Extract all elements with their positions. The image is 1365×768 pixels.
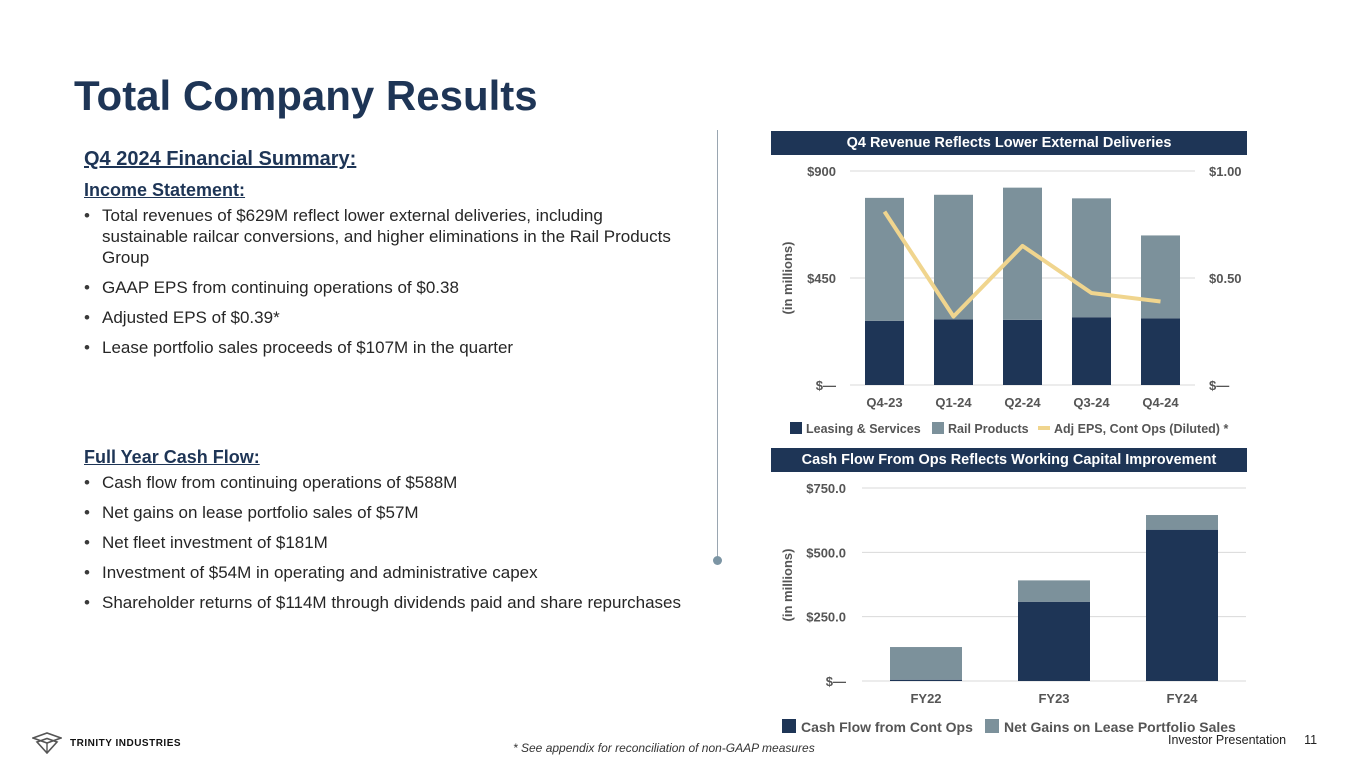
legend-swatch-leasing [790,422,802,434]
income-bullet: Total revenues of $629M reflect lower ex… [84,205,684,268]
footer-right: Investor Presentation 11 [1168,733,1317,747]
bar-leasing-services [1072,317,1111,385]
legend-swatch-net-gains [985,719,999,733]
vertical-divider [717,130,718,560]
cash-flow-chart-title: Cash Flow From Ops Reflects Working Capi… [771,448,1247,472]
x-tick-label: Q4-23 [866,395,902,410]
x-tick-label: Q1-24 [935,395,972,410]
y-tick-label: $900 [807,164,836,179]
income-statement-heading: Income Statement: [84,180,246,200]
bar-rail-products [1141,235,1180,319]
cash-flow-bullet-list: Cash flow from continuing operations of … [84,472,684,613]
x-tick-label: FY22 [910,691,941,706]
x-tick-label: Q2-24 [1004,395,1041,410]
y-tick-label: $450 [807,271,836,286]
divider-dot [713,556,722,565]
presentation-label: Investor Presentation [1168,733,1287,747]
y2-tick-label: $— [1209,378,1229,393]
bar-net-gains [1018,580,1090,602]
bar-leasing-services [934,319,973,385]
legend-label-eps: Adj EPS, Cont Ops (Diluted) * [1054,422,1228,436]
legend-swatch-cash-flow [782,719,796,733]
legend-label-leasing: Leasing & Services [806,422,921,436]
bar-leasing-services [1003,319,1042,385]
y-tick-label: $— [826,674,846,689]
legend-label-net-gains: Net Gains on Lease Portfolio Sales [1004,719,1236,735]
y-tick-label: $— [816,378,836,393]
bar-rail-products [1072,198,1111,318]
summary-heading: Q4 2024 Financial Summary: [84,148,357,170]
footnote: * See appendix for reconciliation of non… [513,741,815,755]
page-number: 11 [1304,733,1318,747]
income-bullet: Lease portfolio sales proceeds of $107M … [84,337,684,358]
cash-flow-summary: Full Year Cash Flow: Cash flow from cont… [84,447,684,622]
y2-tick-label: $1.00 [1209,164,1242,179]
income-bullet: GAAP EPS from continuing operations of $… [84,277,684,298]
trinity-logo-icon [32,732,62,754]
bar-net-gains [1146,515,1218,530]
cash-flow-bullet: Cash flow from continuing operations of … [84,472,684,493]
y-tick-label: $500.0 [806,545,846,560]
y-axis-label: (in millions) [780,242,795,315]
bar-leasing-services [1141,318,1180,385]
revenue-chart-title: Q4 Revenue Reflects Lower External Deliv… [771,131,1247,155]
bar-cash-flow-ops [1018,601,1090,681]
bar-leasing-services [865,320,904,385]
cash-flow-heading: Full Year Cash Flow: [84,447,260,467]
x-tick-label: FY24 [1166,691,1198,706]
income-summary: Q4 2024 Financial Summary: Income Statem… [84,148,684,367]
cash-flow-bullet: Investment of $54M in operating and admi… [84,562,684,583]
x-tick-label: FY23 [1038,691,1069,706]
bar-cash-flow-ops [1146,529,1218,681]
eps-line [882,210,1161,319]
x-tick-label: Q4-24 [1142,395,1179,410]
page-title: Total Company Results [74,72,538,119]
x-tick-label: Q3-24 [1073,395,1110,410]
bar-cash-flow-ops [890,679,962,681]
legend-swatch-rail [932,422,944,434]
y-tick-label: $750.0 [806,481,846,496]
income-bullet-list: Total revenues of $629M reflect lower ex… [84,205,684,358]
cash-flow-bullet: Net fleet investment of $181M [84,532,684,553]
bar-net-gains [890,647,962,680]
cash-flow-bullet: Shareholder returns of $114M through div… [84,592,684,613]
y-axis-label: (in millions) [780,549,795,622]
brand-name: TRINITY INDUSTRIES [70,737,182,749]
y-tick-label: $250.0 [806,610,846,625]
y2-tick-label: $0.50 [1209,271,1242,286]
legend-label-rail: Rail Products [948,422,1029,436]
income-bullet: Adjusted EPS of $0.39* [84,307,684,328]
bar-rail-products [865,197,904,321]
legend-label-cash-flow: Cash Flow from Cont Ops [801,719,973,735]
cash-flow-bullet: Net gains on lease portfolio sales of $5… [84,502,684,523]
company-logo: TRINITY INDUSTRIES [32,732,181,754]
